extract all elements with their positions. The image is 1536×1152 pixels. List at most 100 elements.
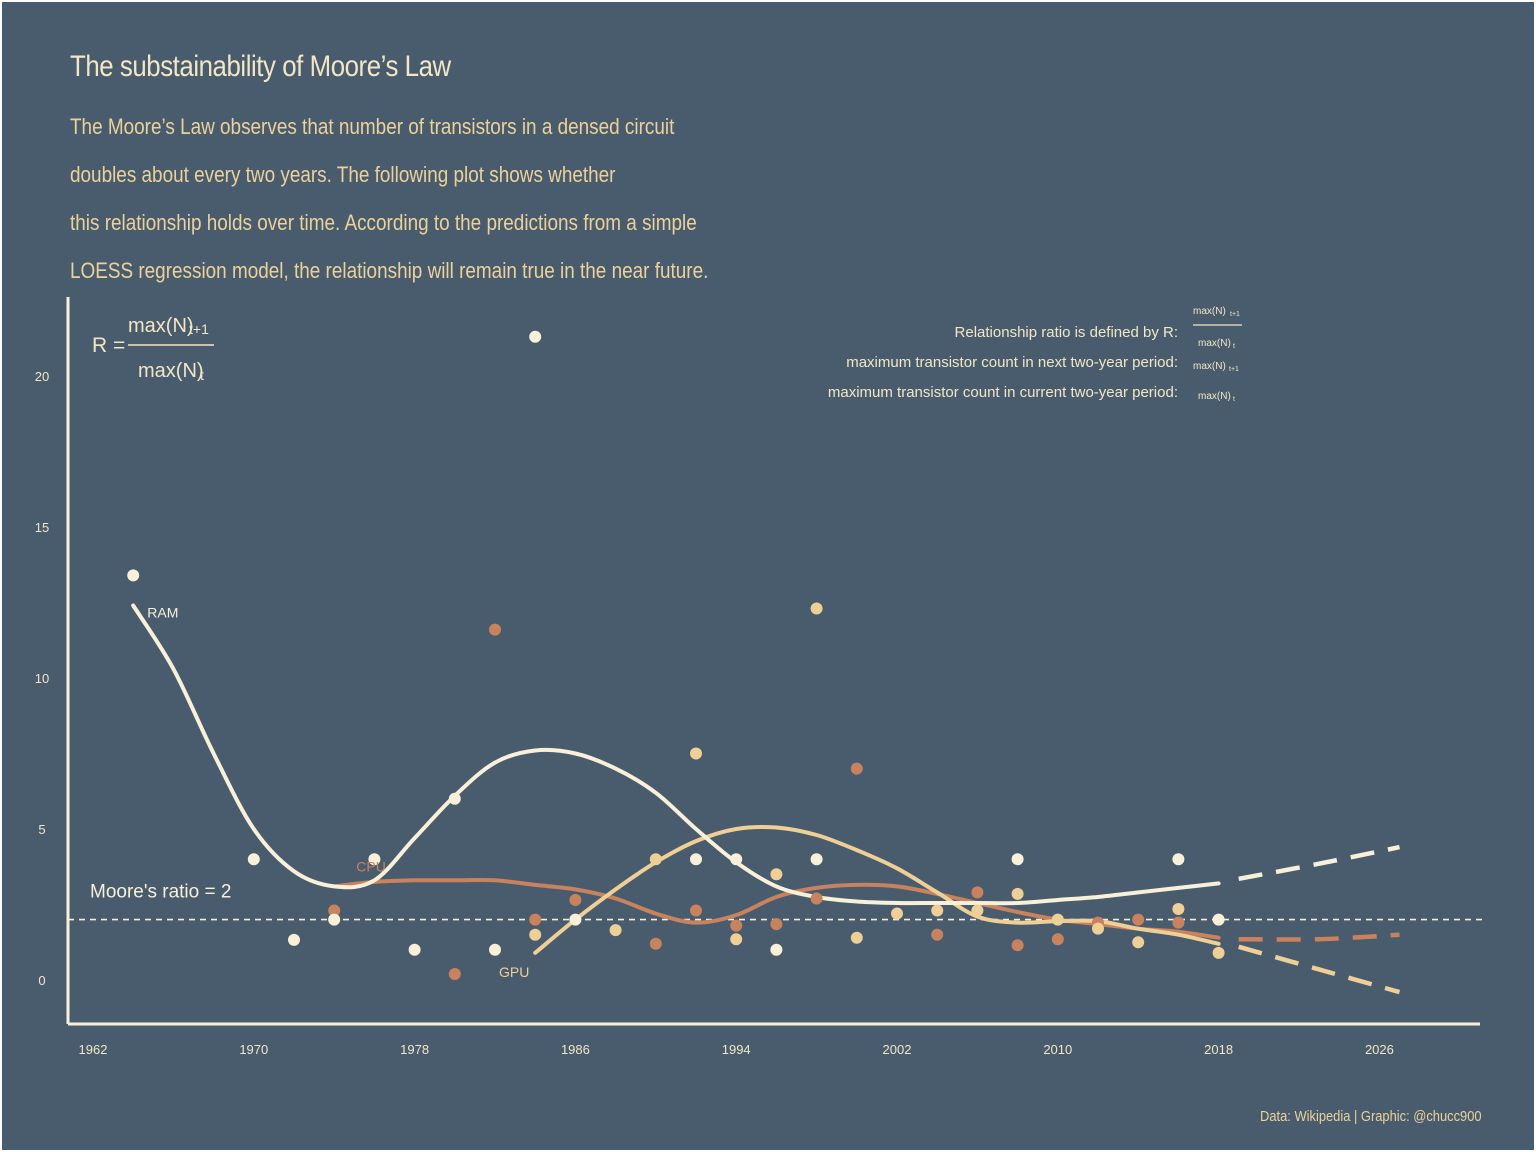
tick-labels: 1962 1970 1978 1986 1994 2002 2010 2018 2026 0 5 10… xyxy=(35,369,1394,1057)
gpu-data-point xyxy=(1132,936,1145,949)
cpu-data-point xyxy=(328,904,341,917)
chart-subtitle: The Moore’s Law observes that number of … xyxy=(70,103,708,295)
y-tick-label: 15 xyxy=(35,520,49,535)
moores-ratio-label: Moore's ratio = 2 xyxy=(90,882,231,903)
cpu-series-label: CPU xyxy=(356,858,386,874)
subtitle-line: this relationship holds over time. Accor… xyxy=(70,210,697,235)
gpu-data-point xyxy=(931,904,944,917)
subtitle-line: doubles about every two years. The follo… xyxy=(70,162,616,187)
definition-fraction-bottom: max(N) xyxy=(1198,338,1231,349)
gpu-series-label: GPU xyxy=(499,964,529,980)
ram-data-point xyxy=(770,943,783,956)
gpu-data-point xyxy=(850,931,863,944)
ram-data-point xyxy=(127,569,140,582)
ram-forecast-line xyxy=(1238,844,1400,882)
ram-data-point xyxy=(1172,853,1185,866)
definition-label: maximum transistor count in next two-yea… xyxy=(846,354,1178,371)
cpu-data-point xyxy=(690,904,702,917)
gpu-data-point xyxy=(891,907,903,920)
cpu-data-point xyxy=(1051,933,1064,946)
data-points xyxy=(127,330,1225,980)
source-caption: Data: Wikipedia | Graphic: @chucc900 xyxy=(1260,1108,1482,1125)
cpu-data-point xyxy=(1011,939,1024,952)
definition-label: maximum transistor count in current two-… xyxy=(828,384,1178,401)
x-tick-label: 1978 xyxy=(400,1042,429,1057)
x-tick-label: 2002 xyxy=(883,1042,912,1057)
gpu-data-point xyxy=(1172,903,1185,916)
ram-trend-line xyxy=(131,603,1221,906)
gpu-data-point xyxy=(770,868,783,881)
formula-denominator-subscript: t xyxy=(200,367,204,383)
gpu-data-point xyxy=(1092,922,1104,935)
series-labels: RAM CPU GPU xyxy=(147,605,529,980)
formula-numerator: max(N) xyxy=(128,315,194,337)
definition-legend: Relationship ratio is defined by R: max(… xyxy=(828,306,1242,403)
ram-data-point xyxy=(328,913,341,926)
y-tick-label: 10 xyxy=(35,671,49,686)
definition-math-sub: t xyxy=(1233,396,1235,403)
ram-data-point xyxy=(448,792,461,805)
ram-data-point xyxy=(1011,853,1024,866)
gpu-data-point xyxy=(971,904,984,917)
definition-fraction-bottom-sub: t xyxy=(1233,343,1235,350)
cpu-forecast-line xyxy=(1238,932,1400,942)
cpu-data-point xyxy=(971,886,984,899)
gpu-data-point xyxy=(649,853,662,866)
definition-math: max(N) xyxy=(1198,391,1231,402)
x-tick-label: 1962 xyxy=(79,1042,108,1057)
gpu-data-point xyxy=(810,602,823,615)
ram-series-label: RAM xyxy=(147,605,178,621)
x-tick-label: 2010 xyxy=(1043,1042,1072,1057)
cpu-data-point xyxy=(931,928,944,941)
cpu-data-point xyxy=(1132,913,1145,926)
cpu-data-point xyxy=(529,913,542,926)
cpu-data-point xyxy=(448,967,461,980)
x-tick-label: 2026 xyxy=(1365,1042,1394,1057)
subtitle-line: The Moore’s Law observes that number of … xyxy=(70,114,675,139)
ram-data-point xyxy=(1212,913,1225,926)
cpu-data-point xyxy=(649,937,662,950)
cpu-data-point xyxy=(810,892,823,905)
definition-math: max(N) xyxy=(1193,361,1226,372)
gpu-data-point xyxy=(1011,887,1024,900)
ram-data-point xyxy=(247,853,260,866)
ratio-formula: R = max(N) t+1 max(N) t xyxy=(92,315,214,383)
gpu-data-point xyxy=(529,928,542,941)
ram-data-point xyxy=(288,933,300,946)
ram-data-point xyxy=(529,330,542,343)
gpu-data-point xyxy=(1051,913,1064,926)
gpu-forecast-line xyxy=(1238,944,1401,995)
ram-data-point xyxy=(489,943,501,956)
gpu-data-point xyxy=(609,924,622,937)
ram-data-point xyxy=(730,853,743,866)
chart-title: The substainability of Moore’s Law xyxy=(70,50,451,83)
formula-lhs: R = xyxy=(92,334,125,357)
ram-data-point xyxy=(408,943,421,956)
gpu-data-point xyxy=(690,747,702,760)
x-tick-label: 1970 xyxy=(239,1042,268,1057)
gpu-data-point xyxy=(1212,946,1225,959)
definition-math-sub: t+1 xyxy=(1229,366,1239,373)
cpu-data-point xyxy=(770,918,783,931)
gpu-data-point xyxy=(730,933,743,946)
y-tick-label: 20 xyxy=(35,369,49,384)
cpu-data-point xyxy=(730,919,743,932)
ram-data-point xyxy=(810,853,823,866)
ram-data-point xyxy=(368,853,381,866)
axes xyxy=(66,297,1480,1026)
x-tick-label: 2018 xyxy=(1204,1042,1233,1057)
cpu-data-point xyxy=(850,762,863,775)
cpu-data-point xyxy=(1172,916,1185,929)
ram-data-point xyxy=(690,853,702,866)
cpu-data-point xyxy=(489,623,501,636)
formula-numerator-subscript: t+1 xyxy=(189,321,209,337)
trend-lines xyxy=(131,603,1401,995)
definition-fraction-top: max(N) xyxy=(1193,306,1226,317)
gpu-trend-line xyxy=(533,824,1221,955)
x-tick-label: 1994 xyxy=(722,1042,751,1057)
y-tick-label: 5 xyxy=(38,822,45,837)
cpu-data-point xyxy=(569,893,582,906)
subtitle-line: LOESS regression model, the relationship… xyxy=(70,258,709,283)
